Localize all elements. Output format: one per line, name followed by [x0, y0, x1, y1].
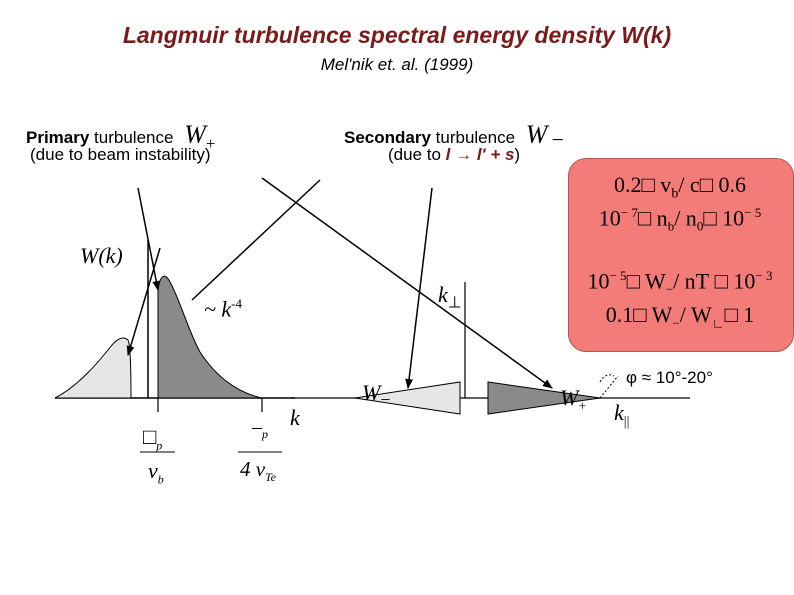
secondary-rest: turbulence: [430, 128, 516, 147]
power-law-label: ~ k-4: [204, 296, 242, 322]
tick2-bottom-sub: Te: [265, 470, 276, 485]
tick2-denominator: 4 vTe: [240, 457, 276, 485]
power-law-text: ~ k: [204, 296, 232, 322]
box-line3-b: □ W: [626, 268, 666, 294]
angle-arc: [599, 374, 615, 383]
secondary-cause-open: (due to: [388, 145, 446, 164]
box-line2-c: / n: [674, 205, 697, 231]
box-line3-d-sup: − 3: [755, 268, 773, 283]
box-line2-a: 10: [598, 205, 621, 231]
page-title: Langmuir turbulence spectral energy dens…: [122, 22, 672, 48]
box-line2-d-sup: − 5: [744, 205, 762, 220]
w-minus-cone: [354, 381, 461, 415]
secondary-cause-formula: l → l' + s: [445, 145, 515, 164]
tick1-top: □: [143, 424, 157, 449]
box-line3-b-sub: −: [665, 281, 674, 297]
box-line-1: 0.2□ vb/ c□ 0.6: [568, 172, 792, 202]
k-perp-sub: ⊥: [447, 294, 462, 312]
x-axis-label: k: [290, 405, 300, 430]
k-par-sub: ||: [623, 414, 630, 430]
box-line4-b: / W: [679, 302, 712, 327]
beam-bump: [54, 337, 132, 399]
box-line2-c-sub: 0: [696, 218, 704, 234]
box-line2-a-sup: − 7: [620, 205, 638, 220]
box-line4-c: □ 1: [724, 302, 755, 327]
box-line2-d: □ 10: [703, 205, 745, 231]
box-line3-d: □ 10: [709, 268, 756, 294]
tick1-denominator: vb: [148, 458, 164, 487]
w-minus-sub: −: [380, 389, 391, 410]
tick1-bottom-sub: b: [157, 472, 164, 487]
box-line1-a: 0.2□ v: [614, 172, 672, 197]
box-line3-c: / nT: [673, 268, 710, 294]
w-minus: W: [362, 380, 381, 405]
tick1-bottom: v: [148, 458, 158, 483]
box-line-3: 10− 5□ W−/ nT □ 10− 3: [568, 268, 792, 298]
box-line1-b: / c□ 0.6: [678, 172, 746, 197]
w-plus-cone: [487, 381, 601, 415]
tick2-top-sub: p: [262, 427, 268, 441]
primary-turbulence-label: Primary turbulence W+: [26, 120, 216, 153]
k-perp-label: k⊥: [438, 282, 462, 312]
w-minus-label: W−: [362, 380, 390, 410]
angle-label: φ ≈ 10°-20°: [626, 368, 713, 387]
arrow-secondary-spectrum: [126, 247, 161, 356]
box-line3-a: 10: [587, 268, 610, 294]
primary-symbol-sub: +: [205, 134, 216, 153]
secondary-bold: Secondary: [344, 128, 431, 147]
arrow-primary-spectrum: [137, 187, 161, 291]
tick2-top: –: [252, 416, 262, 438]
secondary-turbulence-label: Secondary turbulence W −: [344, 120, 564, 152]
secondary-cause: (due to l → l' + s): [388, 145, 520, 165]
primary-rest: turbulence: [89, 128, 174, 147]
primary-cause: (due to beam instability): [30, 145, 211, 164]
arrow-secondary-kspace: [405, 187, 433, 389]
box-line4-a: 0.1□ W: [605, 302, 673, 327]
box-line-4: 0.1□ W−/ W∟□ 1: [568, 302, 792, 331]
secondary-symbol: W: [525, 120, 548, 149]
k-perp: k: [438, 282, 448, 307]
primary-symbol: W: [184, 120, 206, 149]
w-plus-sub: +: [578, 399, 587, 415]
k-par: k: [614, 400, 624, 425]
langmuir-spectrum: [157, 275, 263, 399]
k-par-label: k||: [614, 400, 629, 430]
w-plus: W: [560, 385, 579, 410]
box-line1-sub: b: [671, 186, 679, 202]
powerlaw-line: [191, 179, 321, 301]
arrow-primary-kspace: [261, 177, 553, 389]
box-line4-a-sub: −: [672, 315, 680, 331]
box-line-2: 10− 7□ nb/ n0□ 10− 5: [568, 205, 792, 235]
tick2-bottom: 4 v: [240, 457, 266, 481]
w-plus-label: W+: [560, 385, 586, 415]
y-axis-label: W(k): [80, 243, 123, 268]
secondary-cause-close: ): [514, 145, 521, 164]
page-subtitle: Mel'nik et. al. (1999): [320, 55, 474, 74]
parameter-box: [568, 158, 794, 352]
box-line2-b: □ n: [637, 205, 668, 231]
tick1-numerator: □p: [143, 424, 162, 453]
power-law-exp: -4: [231, 296, 243, 311]
box-line2-b-sub: b: [667, 218, 675, 234]
angle-line: [599, 375, 619, 399]
box-line3-a-sup: − 5: [609, 268, 627, 283]
tick2-numerator: –p: [252, 416, 268, 442]
primary-bold: Primary: [26, 128, 90, 147]
tick1-top-sub: p: [156, 438, 163, 453]
secondary-symbol-sub: −: [551, 127, 564, 152]
box-line4-b-sub: ∟: [711, 315, 725, 331]
